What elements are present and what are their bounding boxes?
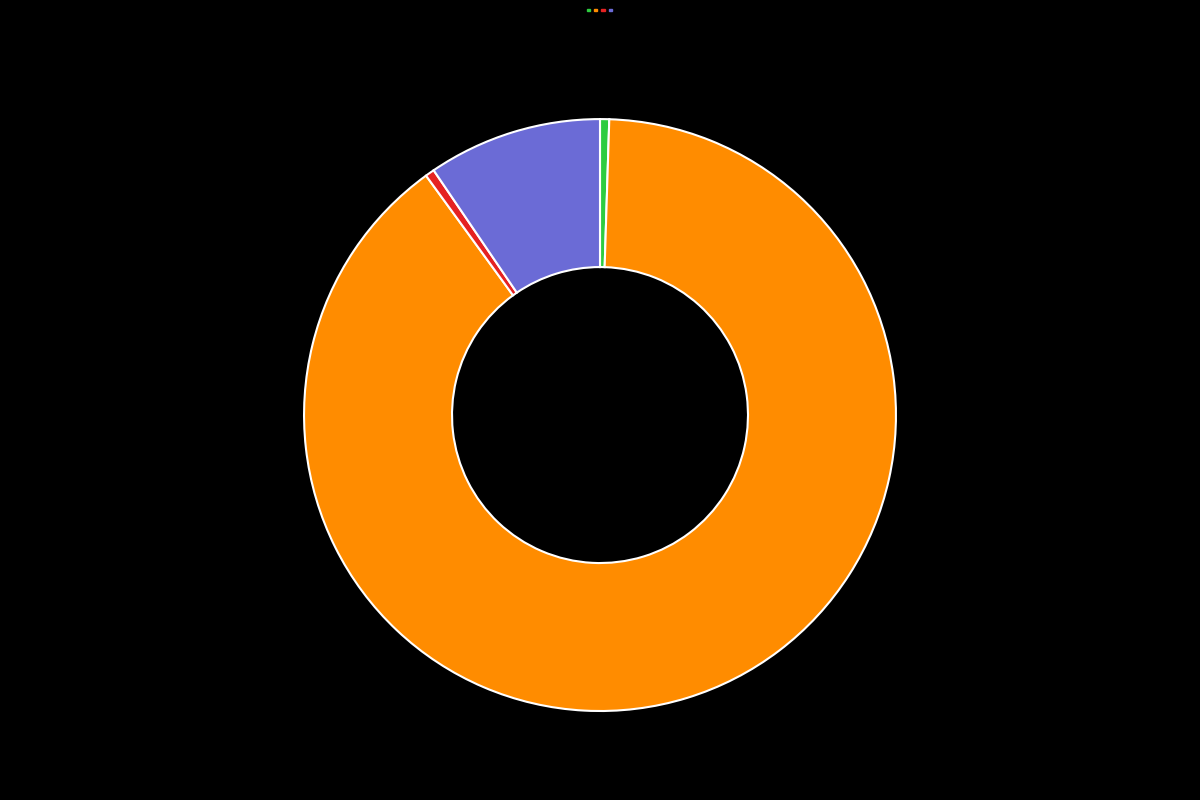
Wedge shape (304, 119, 896, 711)
Wedge shape (433, 119, 600, 293)
Wedge shape (600, 119, 610, 267)
Wedge shape (426, 170, 517, 295)
Legend: , , , : , , , (586, 9, 614, 11)
